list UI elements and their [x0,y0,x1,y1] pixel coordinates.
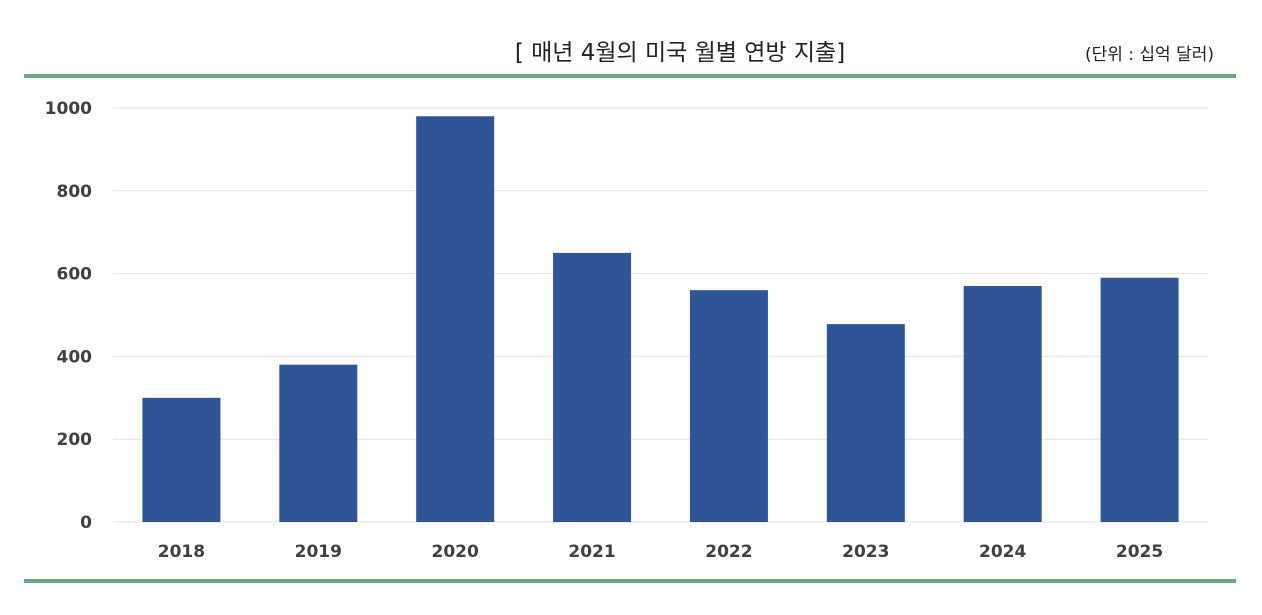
unit-label: (단위 : 십억 달러) [1084,45,1214,65]
bar-2023 [826,324,905,522]
top-rule [24,74,1236,78]
y-tick-label: 200 [57,430,93,450]
bar-2021 [553,252,632,522]
x-tick-label-2020: 2020 [432,542,479,562]
bars [142,116,1179,522]
bar-2025 [1100,277,1179,522]
chart-title: [ 매년 4월의 미국 월별 연방 지출] [514,40,846,66]
y-tick-label: 800 [57,182,93,202]
x-tick-label-2025: 2025 [1116,542,1163,562]
x-tick-label-2021: 2021 [568,542,615,562]
bar-2022 [689,290,768,522]
x-tick-label-2023: 2023 [842,542,889,562]
x-tick-label-2018: 2018 [158,542,205,562]
bar-2018 [142,397,221,522]
y-axis-labels: 0 200 400 600 800 1000 [45,99,92,533]
bar-2019 [279,364,358,522]
y-tick-label: 0 [80,513,92,533]
y-tick-label: 400 [57,347,93,367]
gridlines [113,107,1208,523]
x-tick-label-2022: 2022 [705,542,752,562]
bottom-rule [24,579,1236,583]
bar-2024 [963,286,1042,522]
x-tick-label-2024: 2024 [979,542,1026,562]
bar-2020 [416,116,495,522]
y-tick-label: 600 [57,265,93,285]
x-tick-label-2019: 2019 [295,542,342,562]
x-axis-labels: 2018 2019 2020 2021 2022 2023 2024 2025 [158,542,1163,562]
y-tick-label: 1000 [45,99,92,119]
